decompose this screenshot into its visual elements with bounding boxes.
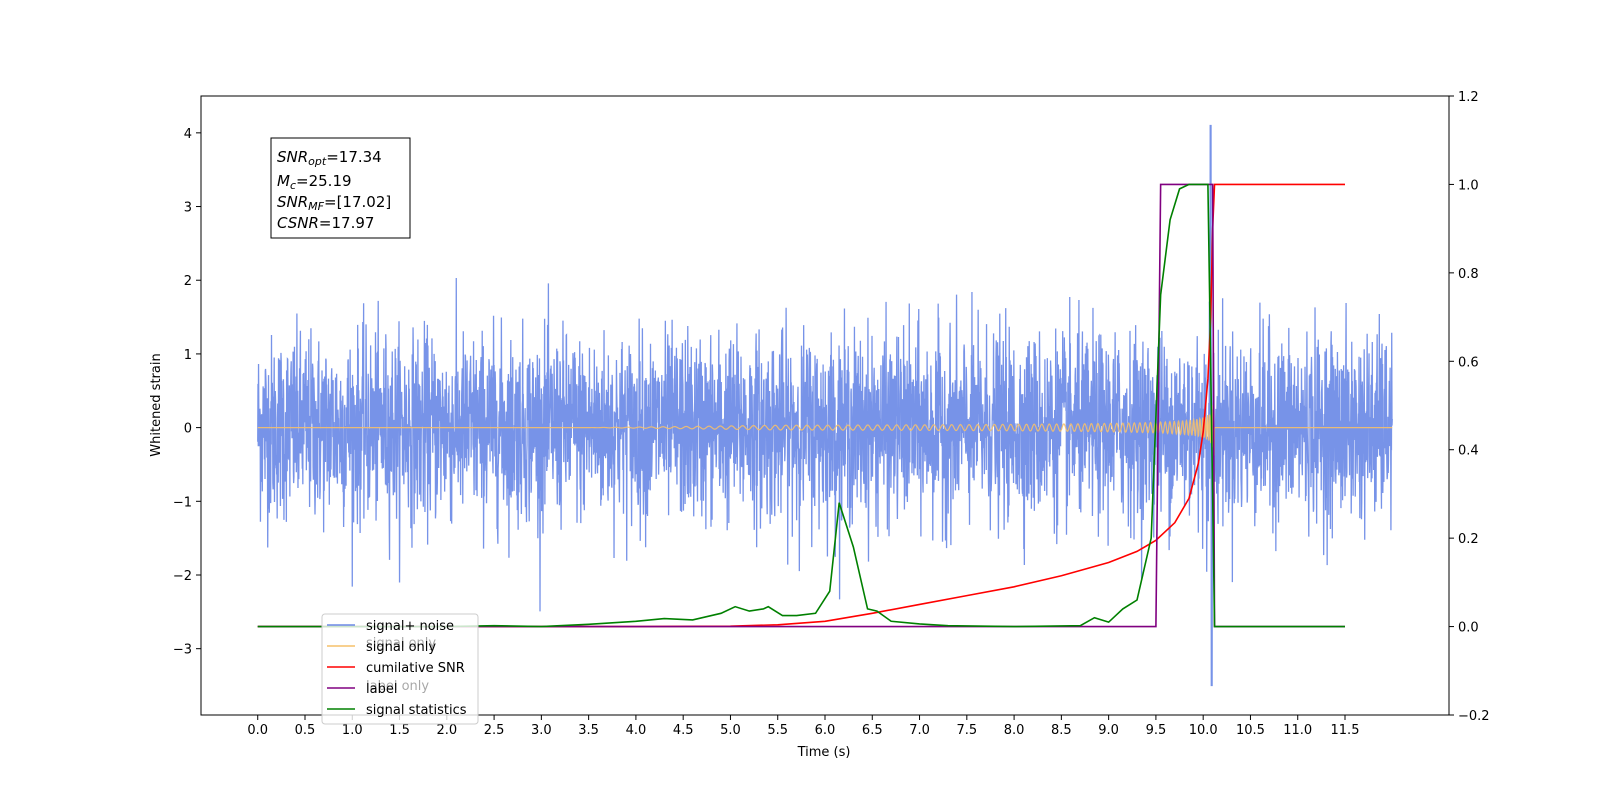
annotation-mc: Mc=25.19	[277, 172, 352, 192]
y-tick-label: 0	[184, 422, 192, 437]
x-tick-label: 8.5	[1051, 723, 1072, 738]
annotation-snr-mf: SNRMF=[17.02]	[277, 193, 391, 213]
x-axis-label: Time (s)	[797, 745, 851, 760]
x-tick-label: 4.0	[626, 723, 647, 738]
y2-tick-label: −0.2	[1458, 709, 1490, 724]
legend-label-noise: signal+ noise	[366, 619, 454, 634]
x-tick-label: 0.5	[295, 723, 316, 738]
x-tick-label: 1.5	[389, 723, 410, 738]
y-tick-label: 1	[184, 348, 192, 363]
annotation-csnr: CSNR=17.97	[277, 214, 374, 232]
y-tick-label: −2	[173, 569, 192, 584]
signal-only-series	[257, 405, 1393, 456]
y-tick-label: 4	[184, 127, 192, 142]
x-tick-label: 6.0	[815, 723, 836, 738]
x-tick-label: 10.5	[1236, 723, 1265, 738]
legend-label-csnr: cumilative SNR	[366, 661, 465, 676]
x-tick-label: 3.5	[578, 723, 599, 738]
y2-tick-label: 0.0	[1458, 621, 1479, 636]
x-tick-label: 6.5	[862, 723, 883, 738]
x-tick-label: 9.0	[1098, 723, 1119, 738]
y-tick-label: −1	[173, 495, 192, 510]
signal-line	[257, 405, 1393, 456]
legend-label-stats: signal statistics	[366, 703, 467, 718]
x-tick-label: 1.0	[342, 723, 363, 738]
x-tick-label: 11.5	[1331, 723, 1360, 738]
y2-tick-label: 1.2	[1458, 90, 1479, 105]
x-tick-label: 2.0	[436, 723, 457, 738]
x-tick-label: 2.5	[484, 723, 505, 738]
signal-statistics-line	[257, 183, 1345, 628]
signal-noise-series	[257, 124, 1393, 687]
y2-tick-label: 0.6	[1458, 355, 1479, 370]
y-tick-label: −3	[173, 643, 192, 658]
legend-hidden-label-2: label only	[366, 679, 429, 694]
legend-label-signal: signal only	[366, 640, 436, 655]
right-axis-series	[257, 183, 1345, 628]
x-tick-label: 5.5	[767, 723, 788, 738]
legend: signal only label only signal+ noise sig…	[321, 613, 479, 725]
x-tick-label: 10.0	[1189, 723, 1218, 738]
y2-tick-label: 1.0	[1458, 178, 1479, 193]
x-tick-label: 7.0	[909, 723, 930, 738]
noise-line	[257, 124, 1393, 687]
x-tick-label: 9.5	[1146, 723, 1167, 738]
x-tick-label: 7.5	[956, 723, 977, 738]
x-tick-label: 3.0	[531, 723, 552, 738]
legend-label-label: label	[366, 682, 397, 697]
y-axis-label: Whitened strain	[149, 353, 164, 456]
x-tick-label: 8.0	[1004, 723, 1025, 738]
legend-hidden-label-1: signal only	[366, 636, 436, 651]
x-tick-label: 0.0	[247, 723, 268, 738]
x-tick-label: 4.5	[673, 723, 694, 738]
y-tick-label: 2	[184, 274, 192, 289]
y-axis-right: 1.2 1.0 0.8 0.6 0.4 0.2 0.0 −0.2	[1449, 90, 1490, 724]
annotation-snr-opt: SNRopt=17.34	[277, 148, 382, 168]
x-tick-label: 5.0	[720, 723, 741, 738]
x-tick-label: 11.0	[1283, 723, 1312, 738]
y-axis-left: 4 3 2 1 0 −1 −2 −3	[173, 127, 201, 658]
y-tick-label: 3	[184, 201, 192, 216]
y2-tick-label: 0.8	[1458, 267, 1479, 282]
y2-tick-label: 0.4	[1458, 444, 1479, 459]
y2-tick-label: 0.2	[1458, 532, 1479, 547]
annotation-box: SNRopt=17.34 Mc=25.19 SNRMF=[17.02] CSNR…	[270, 137, 411, 239]
x-axis: 0.0 0.5 1.0 1.5 2.0 2.5 3.0 3.5 4.0 4.5 5.0 5.5 6.0 6…	[247, 715, 1359, 738]
